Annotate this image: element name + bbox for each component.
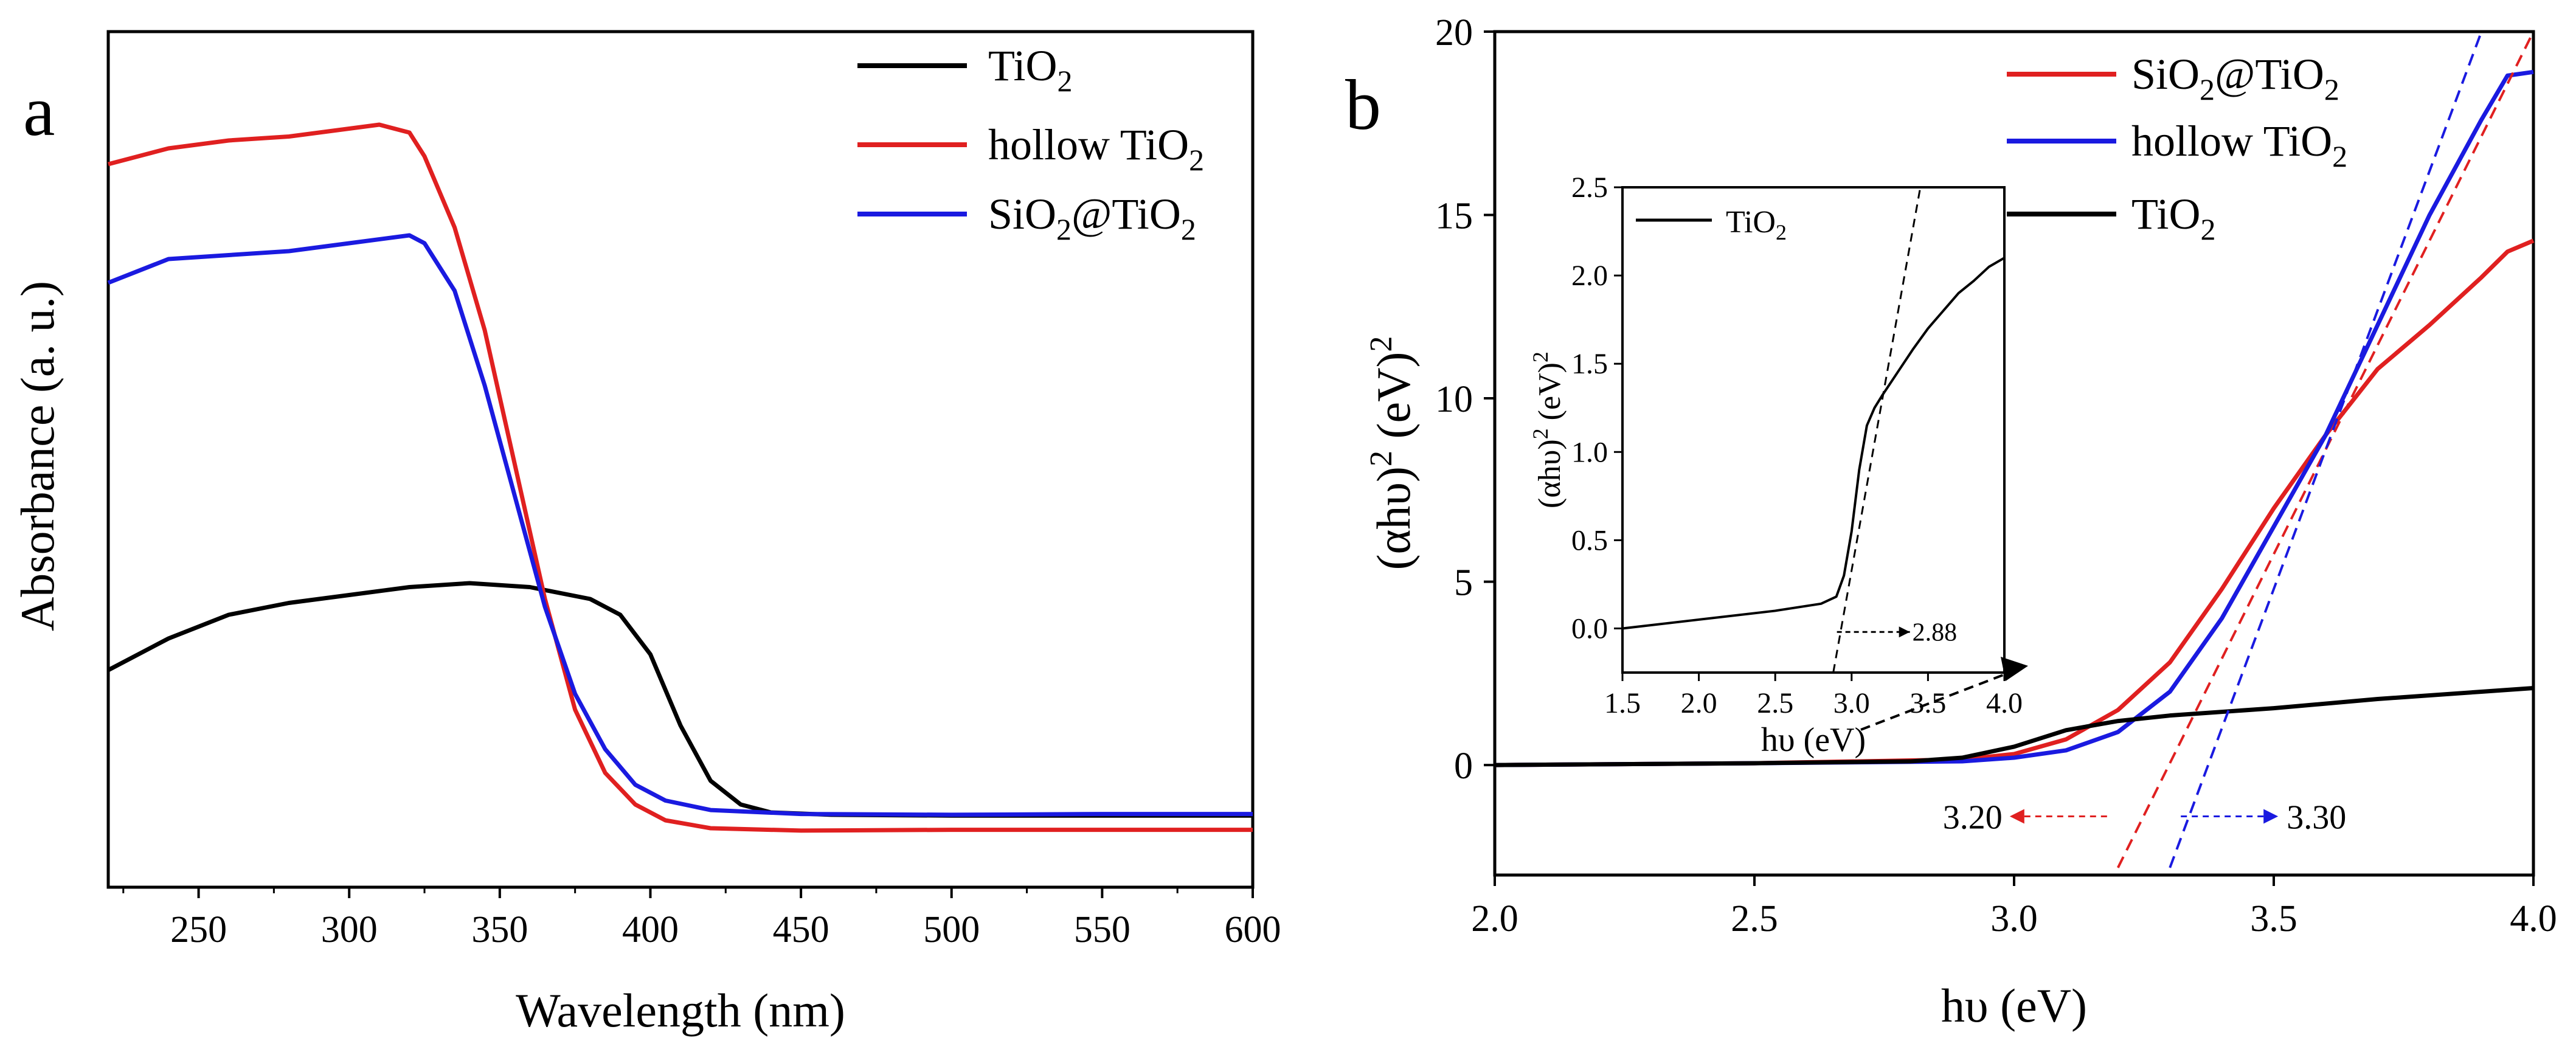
panel-b-y-tick-label: 15 [1435, 196, 1473, 237]
panel-a-x-tick-label: 600 [1225, 909, 1281, 950]
inset-plot-frame [1621, 186, 2006, 674]
inset-legend-label-tio2: TiO2 [1726, 205, 1787, 244]
panel-b-x-tick-label: 3.0 [1990, 898, 2038, 940]
panel-b-series-sio2-tio2 [1494, 238, 2535, 767]
panel-b-annotation-label-3-30: 3.30 [2287, 799, 2346, 837]
panel-a-series-tio2 [107, 581, 1253, 818]
panel-b-label: b [1345, 65, 1381, 145]
legend-label-sio2-tio2-b: SiO2@TiO2 [2131, 50, 2339, 106]
panel-b-series-tio2 [1494, 685, 2534, 767]
panel-b-legend: SiO2@TiO2 hollow TiO2 TiO2 [2007, 50, 2347, 246]
panel-b-tangent-line-2 [2169, 31, 2483, 868]
panel-b-series-hollow-tio2 [1494, 69, 2534, 767]
panel-a-x-tick-label: 550 [1074, 909, 1130, 950]
panel-b-x-tick-label: 4.0 [2510, 898, 2557, 940]
panel-b-y-axis-label: (αhυ)2 (eV)2 [1364, 336, 1420, 570]
legend-label-tio2-b: TiO2 [2131, 190, 2215, 246]
panel-b-y-tick-label: 5 [1454, 562, 1473, 604]
legend-label-hollow-tio2-b: hollow TiO2 [2131, 117, 2347, 173]
panel-b: b 2.0 2.5 3.0 3.5 4.0 0 5 10 15 20 3.20 3.30 hυ (e… [1345, 12, 2557, 1032]
legend-label-sio2-tio2: SiO2@TiO2 [988, 190, 1196, 246]
inset-y-axis-label: (αhυ)2 (eV)2 [1528, 351, 1567, 508]
panel-a-series-sio2-tio2 [107, 233, 1253, 817]
panel-a-series-hollow-tio2 [108, 122, 1253, 833]
panel-b-x-tick-label: 2.5 [1731, 898, 1778, 940]
legend-label-hollow-tio2: hollow TiO2 [988, 120, 1204, 177]
panel-b-annotation-arrowhead-3-30 [2263, 809, 2279, 824]
inset-y-tick-label: 1.5 [1571, 348, 1608, 380]
panel-a-series [107, 122, 1253, 833]
inset-ticks: 1.52.02.53.03.54.00.00.51.01.52.02.5 [1571, 171, 2023, 719]
inset-y-tick-label: 2.5 [1571, 171, 1608, 204]
panel-a-label: a [23, 71, 55, 151]
inset-x-tick-label: 4.0 [1986, 687, 2023, 719]
inset-y-tick-label: 0.0 [1571, 612, 1608, 645]
panel-b-ticks: 2.0 2.5 3.0 3.5 4.0 0 5 10 15 20 [1435, 12, 2557, 940]
panel-a-x-tick-label: 450 [773, 909, 829, 950]
panel-b-y-tick-label: 20 [1435, 12, 1473, 54]
panel-a-x-tick-label: 400 [622, 909, 679, 950]
inset-series-tio2 [1622, 257, 2006, 630]
inset-pointer-head [2001, 657, 2028, 681]
inset-pointer-arrow [1860, 657, 2028, 731]
panel-a-x-tick-label: 300 [321, 909, 378, 950]
panel-a-x-tick-label: 250 [170, 909, 227, 950]
panel-b-x-tick-label: 3.5 [2250, 898, 2297, 940]
inset-annotation-label: 2.88 [1913, 618, 1958, 646]
inset-y-tick-label: 2.0 [1571, 260, 1608, 292]
inset-annotations: 2.88 [1832, 187, 1958, 673]
panel-a-x-ticks: 250 300 350 400 450 500 550 600 [122, 887, 1281, 950]
inset-x-axis-label: hυ (eV) [1761, 721, 1866, 759]
panel-b-inset: 1.52.02.53.03.54.00.00.51.01.52.02.5 2.8… [1528, 171, 2023, 759]
inset-x-tick-label: 2.0 [1681, 687, 1717, 719]
panel-b-y-tick-label: 10 [1435, 379, 1473, 420]
inset-series [1622, 257, 2006, 630]
inset-y-tick-label: 0.5 [1571, 524, 1608, 556]
panel-b-tangent-lines [2117, 31, 2535, 868]
panel-b-annotations: 3.20 3.30 [1943, 799, 2346, 837]
inset-y-tick-label: 1.0 [1571, 436, 1608, 468]
panel-b-series [1494, 69, 2535, 767]
panel-b-x-axis-label: hυ (eV) [1941, 979, 2087, 1032]
panel-a: a 250 300 350 400 450 500 550 600 Wavelength (n… [11, 30, 1281, 1037]
inset-x-tick-label: 3.0 [1833, 687, 1870, 719]
inset-background [1543, 182, 2006, 687]
panel-b-x-tick-label: 2.0 [1471, 898, 1518, 940]
panel-a-x-tick-label: 350 [471, 909, 528, 950]
panel-a-y-axis-label: Absorbance (a. u.) [11, 281, 64, 631]
inset-annotation-arrowhead [1899, 626, 1910, 638]
panel-b-annotation-label-3-20: 3.20 [1943, 799, 2003, 837]
inset-x-tick-label: 2.5 [1757, 687, 1793, 719]
panel-a-plot-frame [106, 30, 1255, 889]
panel-a-legend: TiO2 hollow TiO2 SiO2@TiO2 [857, 41, 1204, 246]
panel-a-x-axis-label: Wavelength (nm) [516, 984, 845, 1037]
inset-x-tick-label: 1.5 [1604, 687, 1641, 719]
inset-tangent-line [1832, 187, 1922, 673]
panel-b-annotation-arrowhead-3-20 [2009, 809, 2024, 824]
panel-b-y-tick-label: 0 [1454, 746, 1473, 787]
panel-a-x-tick-label: 500 [923, 909, 980, 950]
inset-pointer-line [1860, 668, 2020, 731]
legend-label-tio2: TiO2 [988, 41, 1072, 98]
